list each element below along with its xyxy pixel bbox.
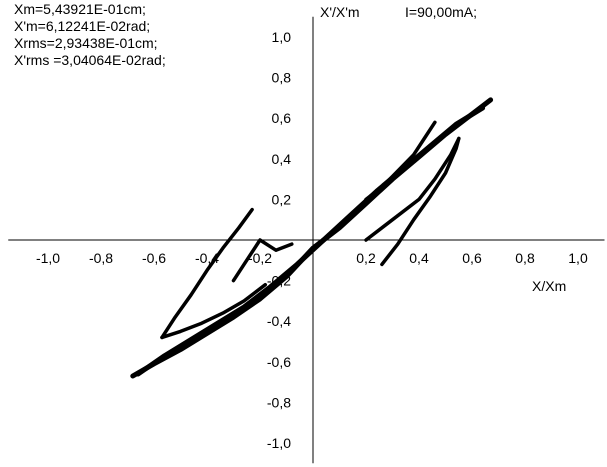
x-tick-label: -0,2	[248, 250, 272, 266]
x-tick-label: 0,2	[356, 250, 376, 266]
trajectory-segment	[135, 105, 486, 377]
y-tick-label: -0,2	[267, 273, 291, 289]
y-tick-label: -0,6	[267, 354, 291, 370]
trajectory-segment	[380, 136, 461, 267]
x-axis-label: X/Xm	[532, 278, 566, 294]
trajectory-segment	[364, 120, 437, 202]
x-tick-labels: -1,0 -0,8 -0,6 -0,4 -0,2 0,2 0,4 0,6 0,8 1,0	[36, 250, 588, 266]
y-tick-label: 0,2	[272, 191, 292, 207]
current-label: I=90,00mA;	[405, 4, 477, 20]
x-tick-label: 0,6	[462, 250, 482, 266]
y-tick-label: 1,0	[272, 29, 292, 45]
x-tick-label: -1,0	[36, 250, 60, 266]
trajectory-segment	[160, 207, 254, 340]
parameter-readout: Xm=5,43921E-01cm; X'm=6,12241E-02rad; Xr…	[14, 1, 166, 69]
x-tick-label: -0,8	[89, 250, 113, 266]
y-tick-label: -0,4	[267, 313, 291, 329]
y-tick-label: -1,0	[267, 435, 291, 451]
y-tick-labels: 1,0 0,8 0,6 0,4 0,2 -0,2 -0,4 -0,6 -0,8 -1,0	[267, 29, 291, 451]
xrms-value: Xrms=2,93438E-01cm;	[14, 35, 158, 51]
y-tick-label: -0,8	[267, 394, 291, 410]
y-tick-label: 0,4	[272, 151, 292, 167]
trajectory-segment	[364, 136, 461, 242]
x-prime-rms-value: X'rms =3,04064E-02rad;	[14, 52, 166, 68]
y-tick-label: 0,8	[272, 70, 292, 86]
data-curves	[130, 97, 494, 379]
x-tick-label: -0,6	[142, 250, 166, 266]
x-tick-label: 1,0	[568, 250, 588, 266]
y-axis-label: X'/X'm	[320, 4, 360, 20]
x-tick-label: 0,4	[409, 250, 429, 266]
trajectory-segment	[160, 282, 268, 340]
xm-value: Xm=5,43921E-01cm;	[14, 1, 146, 17]
x-prime-m-value: X'm=6,12241E-02rad;	[14, 18, 151, 34]
y-tick-label: 0,6	[272, 110, 292, 126]
x-tick-label: 0,8	[515, 250, 535, 266]
x-tick-label: -0,4	[195, 250, 219, 266]
